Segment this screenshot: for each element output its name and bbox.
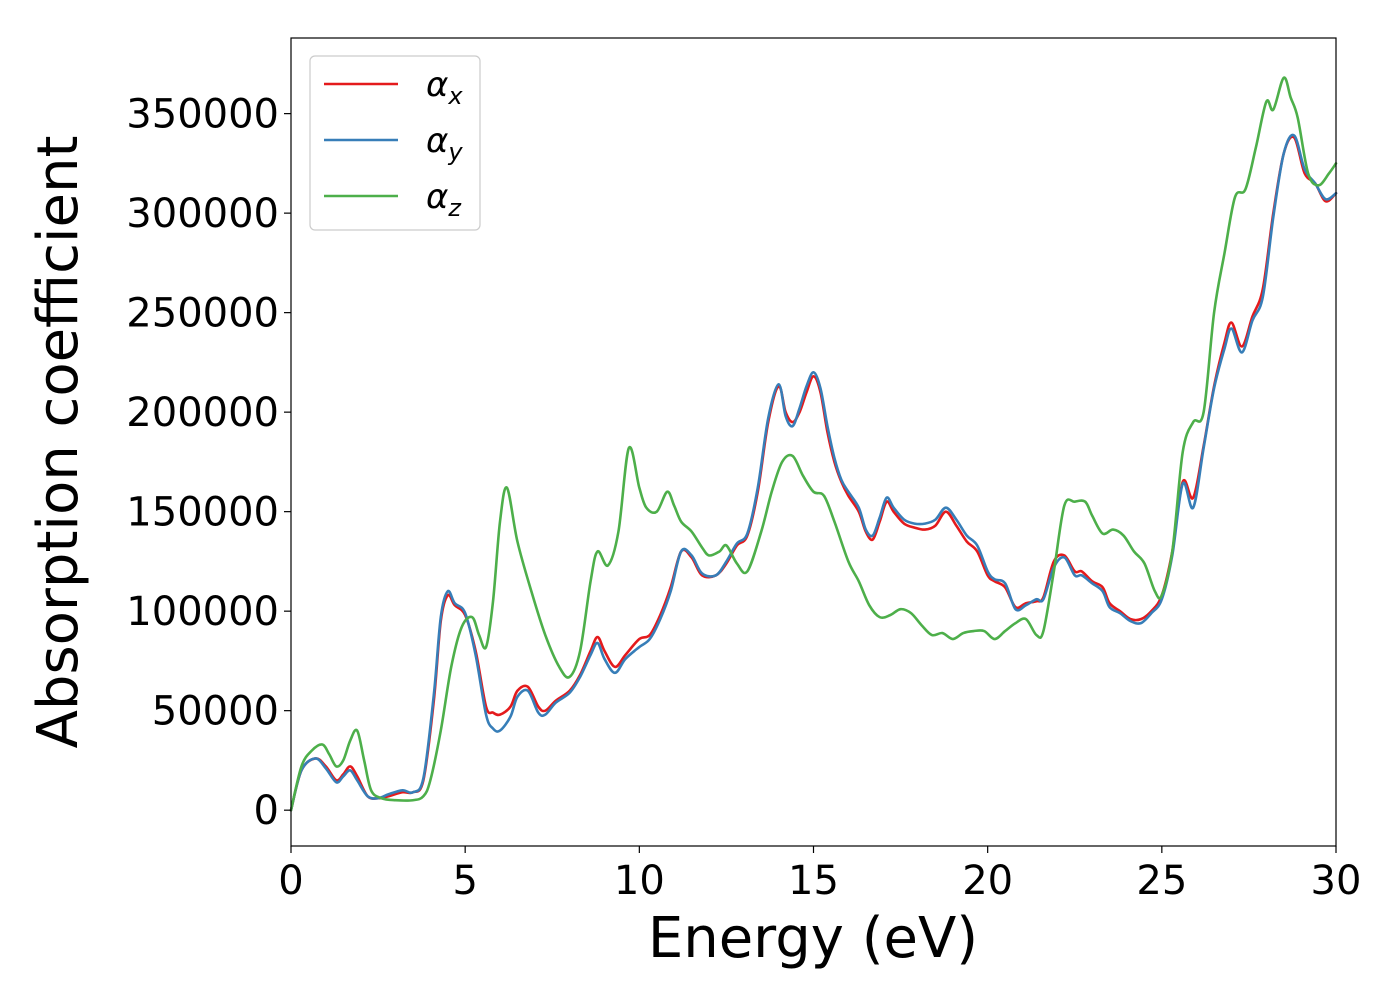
y-tick-label: 50000 xyxy=(152,689,279,735)
y-tick-label: 300000 xyxy=(126,191,279,237)
x-tick-label: 30 xyxy=(1311,858,1362,904)
x-tick-label: 0 xyxy=(278,858,303,904)
y-tick-label: 100000 xyxy=(126,589,279,635)
x-tick-label: 20 xyxy=(962,858,1013,904)
x-axis-label: Energy (eV) xyxy=(648,906,978,971)
x-tick-label: 25 xyxy=(1136,858,1187,904)
series-line-z xyxy=(289,76,1338,812)
series-line-y xyxy=(289,133,1338,812)
x-tick-label: 10 xyxy=(614,858,665,904)
legend: αx αy αz xyxy=(309,55,481,231)
legend-label-y: αy xyxy=(426,121,463,166)
legend-label-x: αx xyxy=(426,65,463,110)
y-tick-label: 250000 xyxy=(126,291,279,337)
series-layer xyxy=(289,76,1338,812)
y-tick-label: 150000 xyxy=(126,490,279,536)
y-tick-label: 0 xyxy=(254,788,279,834)
y-tick-label: 350000 xyxy=(126,92,279,138)
y-tick-label: 200000 xyxy=(126,390,279,436)
y-axis-label: Absorption coefficient xyxy=(26,136,91,749)
legend-box xyxy=(309,55,481,231)
x-tick-label: 15 xyxy=(788,858,839,904)
y-axis-ticks: 0 50000 100000 150000 200000 250000 300000 3500… xyxy=(126,92,291,834)
x-tick-label: 5 xyxy=(452,858,477,904)
x-axis-ticks: 0 5 10 15 20 25 30 xyxy=(278,846,1361,904)
legend-label-z: αz xyxy=(426,177,462,222)
